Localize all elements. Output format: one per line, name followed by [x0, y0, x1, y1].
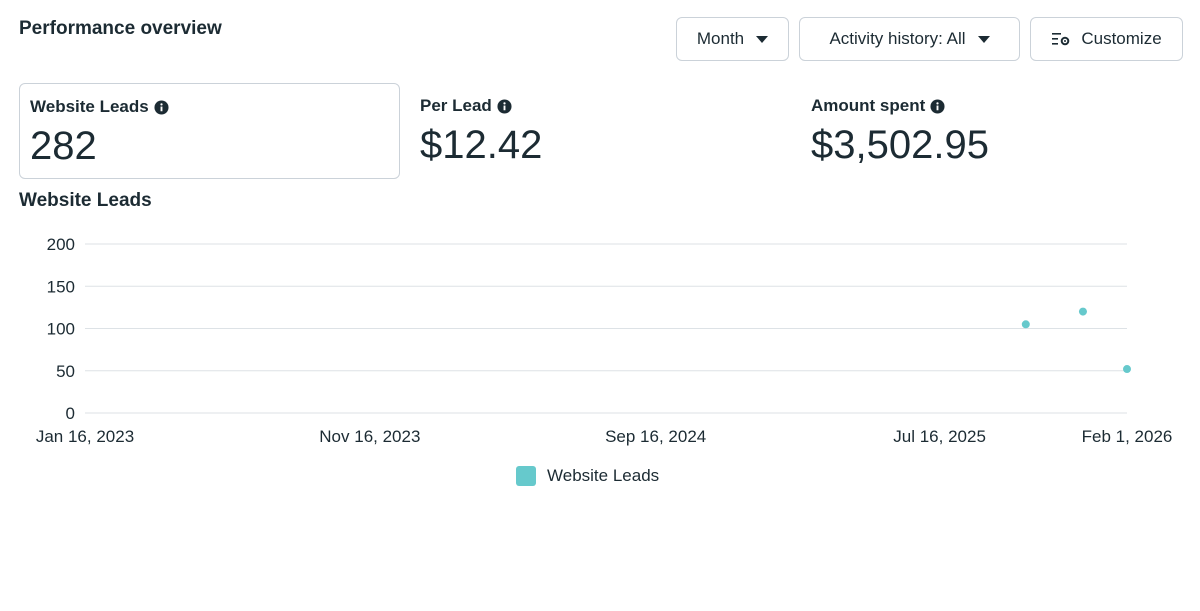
data-point — [1021, 320, 1030, 329]
metric-label: Per Lead — [420, 96, 492, 115]
data-point — [1078, 307, 1087, 316]
y-tick-label: 50 — [56, 362, 75, 381]
activity-history-dropdown-button[interactable]: Activity history: All — [799, 17, 1020, 61]
legend-swatch — [516, 466, 536, 486]
data-point — [1123, 365, 1131, 374]
info-icon[interactable] — [930, 98, 945, 114]
caret-down-icon — [977, 35, 990, 43]
metric-value: $12.42 — [420, 123, 543, 167]
chart-legend[interactable]: Website Leads — [516, 466, 659, 486]
activity-history-label: Activity history: All — [829, 29, 966, 48]
month-dropdown-label: Month — [696, 29, 745, 48]
caret-down-icon — [756, 35, 769, 43]
metric-amount-spent[interactable]: Amount spent $3,502.95 — [801, 83, 1191, 179]
customize-button[interactable]: Customize — [1030, 17, 1183, 61]
y-tick-label: 0 — [66, 404, 75, 423]
x-tick-label: Jul 16, 2025 — [893, 427, 986, 446]
metric-label: Amount spent — [811, 96, 926, 115]
x-tick-label: Nov 16, 2023 — [319, 427, 420, 446]
customize-columns-icon — [1051, 31, 1071, 47]
info-icon[interactable] — [154, 99, 169, 115]
customize-label: Customize — [1081, 29, 1162, 48]
website-leads-chart: 0 50 100 150 200 Jan 16, 2023 Nov 16, 2023 Sep … — [36, 235, 1173, 446]
metric-website-leads[interactable]: Website Leads 282 — [19, 83, 400, 179]
metric-value: $3,502.95 — [811, 123, 989, 167]
y-tick-label: 200 — [47, 235, 75, 254]
legend-label: Website Leads — [547, 466, 660, 485]
month-dropdown-button[interactable]: Month — [676, 17, 789, 61]
info-icon[interactable] — [497, 98, 512, 114]
y-tick-label: 100 — [47, 320, 75, 339]
metric-value: 282 — [30, 124, 97, 168]
x-tick-label: Jan 16, 2023 — [36, 427, 134, 446]
page-title: Performance overview — [19, 18, 222, 39]
metric-per-lead[interactable]: Per Lead $12.42 — [410, 83, 790, 179]
metric-label: Website Leads — [30, 97, 149, 116]
x-tick-label: Sep 16, 2024 — [605, 427, 706, 446]
chart-title: Website Leads — [19, 190, 152, 211]
y-tick-label: 150 — [47, 277, 75, 296]
x-tick-label: Feb 1, 2026 — [1082, 427, 1173, 446]
